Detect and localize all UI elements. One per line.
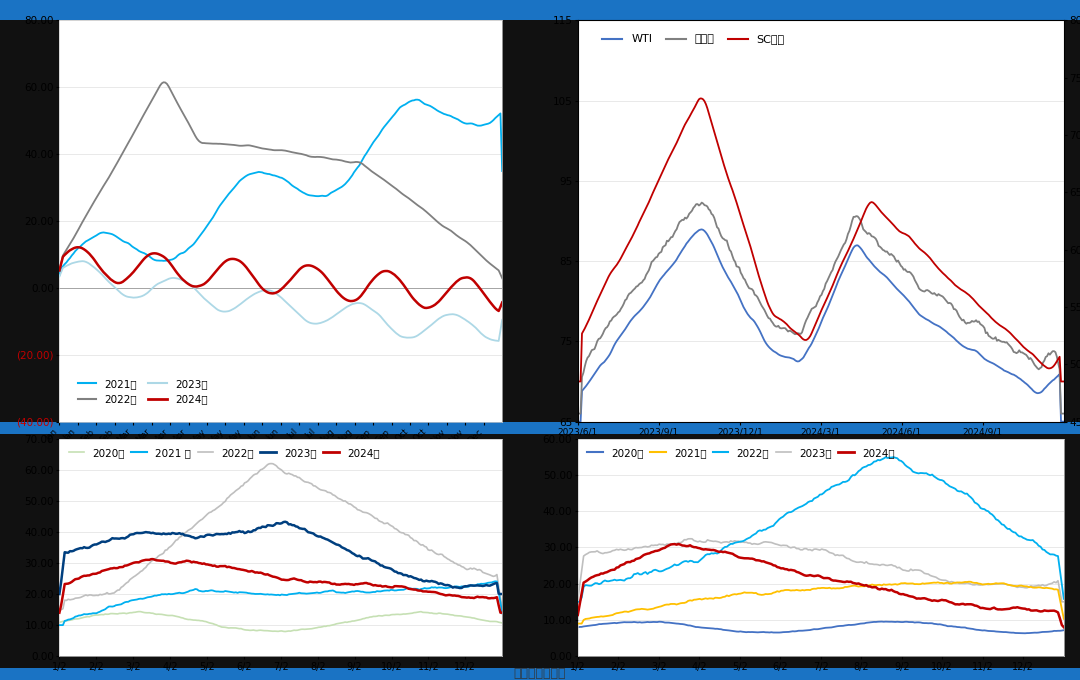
Legend: 2021年, 2022年, 2023年, 2024年: 2021年, 2022年, 2023年, 2024年 <box>73 375 212 409</box>
Legend: 2020年, 2021年, 2022年, 2023年, 2024年: 2020年, 2021年, 2022年, 2023年, 2024年 <box>583 444 900 462</box>
Legend: 2020年, 2021 年, 2022年, 2023年, 2024年: 2020年, 2021 年, 2022年, 2023年, 2024年 <box>65 444 384 462</box>
Text: 海通期货研究所: 海通期货研究所 <box>514 667 566 680</box>
Legend: WTI, 布伦特, SC原油: WTI, 布伦特, SC原油 <box>598 30 789 49</box>
